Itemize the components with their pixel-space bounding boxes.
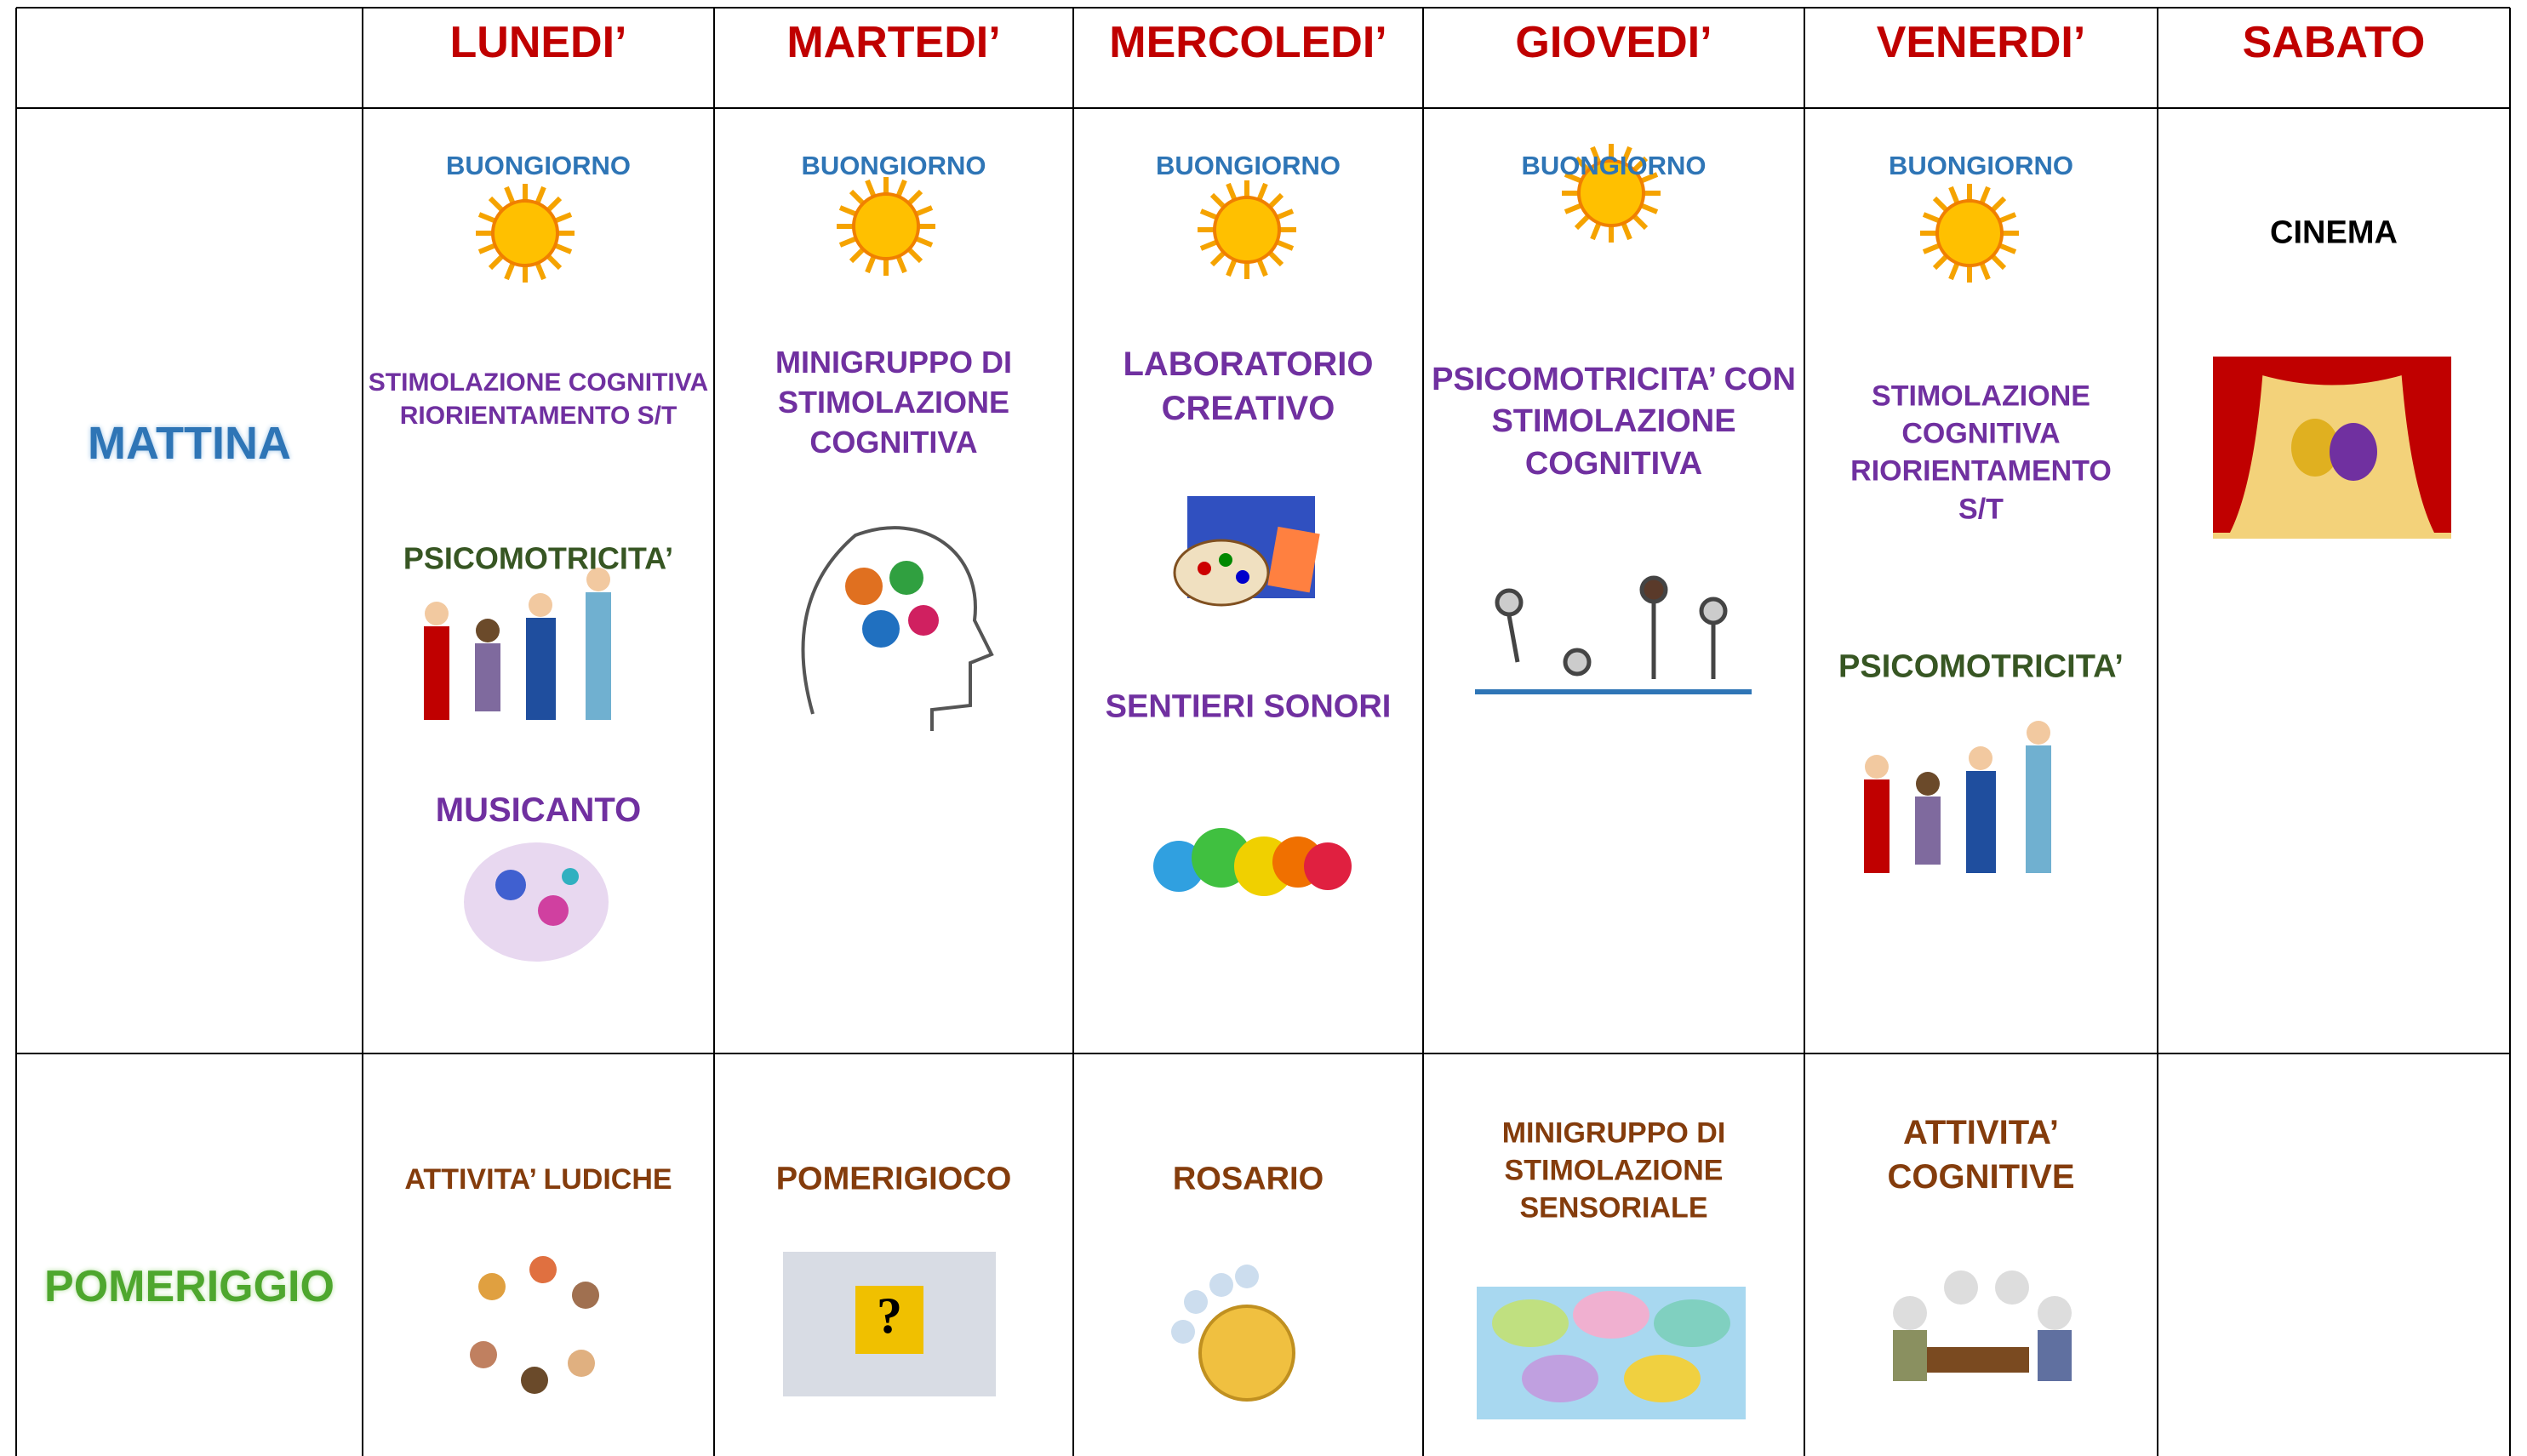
- activity: PSICOMOTRICITA’: [403, 540, 674, 576]
- activity: MINIGRUPPO DI STIMOLAZIONE COGNITIVA: [775, 344, 1012, 460]
- activity: MUSICANTO: [435, 791, 642, 829]
- day-header: SABATO: [2242, 18, 2426, 68]
- day-header: VENERDI’: [1876, 18, 2086, 68]
- day-header: MARTEDI’: [786, 18, 1001, 68]
- activity: BUONGIORNO: [1156, 150, 1341, 180]
- activity: POMERIGIOCO: [775, 1161, 1012, 1197]
- activity: CINEMA: [2270, 214, 2398, 251]
- activity: SENTIERI SONORI: [1105, 688, 1392, 725]
- activity: MINIGRUPPO DI STIMOLAZIONE SENSORIALE: [1501, 1116, 1726, 1225]
- activity: STIMOLAZIONE COGNITIVA RIORIENTAMENTO S/…: [1850, 380, 2112, 526]
- row-label: MATTINA: [88, 417, 291, 469]
- day-header: MERCOLEDI’: [1109, 18, 1387, 68]
- row-label: POMERIGGIO: [44, 1262, 334, 1312]
- activity: PSICOMOTRICITA’ CON STIMOLAZIONE COGNITI…: [1432, 361, 1796, 482]
- activity: ATTIVITA’ COGNITIVE: [1887, 1114, 2075, 1196]
- activity-image: ?: [424, 357, 2451, 1441]
- activity: BUONGIORNO: [1521, 150, 1707, 180]
- activity: BUONGIORNO: [801, 150, 986, 180]
- activity: PSICOMOTRICITA’: [1838, 648, 2124, 685]
- activity: BUONGIORNO: [1889, 150, 2073, 180]
- day-header: LUNEDI’: [449, 18, 627, 68]
- activity: ATTIVITA’ LUDICHE: [404, 1162, 672, 1196]
- day-header: GIOVEDI’: [1515, 18, 1712, 68]
- activity: LABORATORIO CREATIVO: [1123, 345, 1374, 427]
- activity: STIMOLAZIONE COGNITIVA RIORIENTAMENTO S/…: [368, 368, 709, 430]
- activity: BUONGIORNO: [446, 150, 631, 180]
- svg-text:?: ?: [877, 1288, 902, 1344]
- activity: ROSARIO: [1172, 1161, 1324, 1197]
